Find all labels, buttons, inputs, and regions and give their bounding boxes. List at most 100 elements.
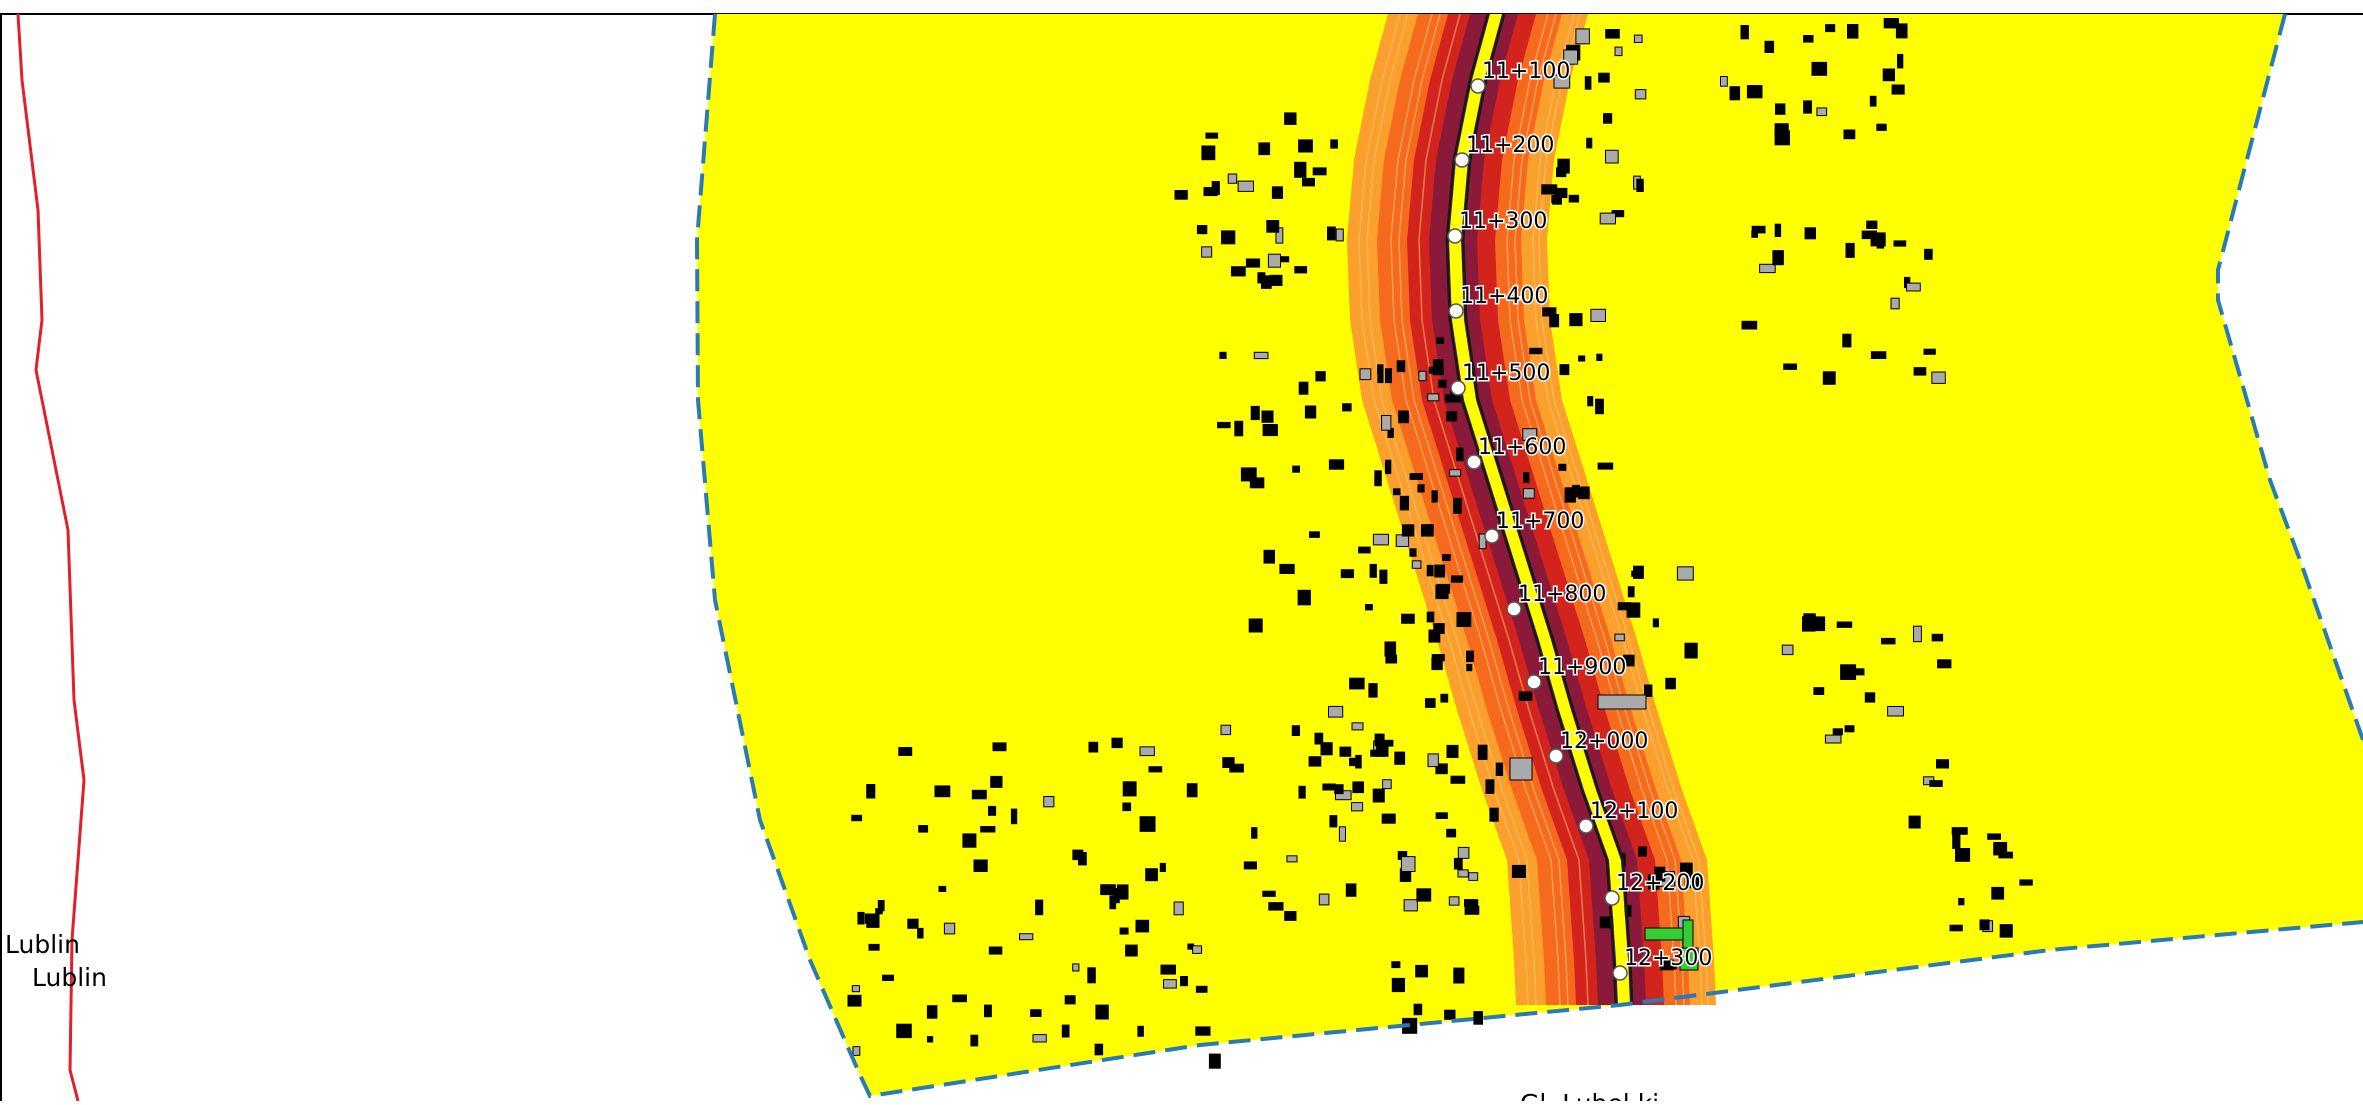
building [1377,364,1384,375]
building [1466,663,1473,672]
bottom-road-label: Gl. Lubel ki [1520,1089,1659,1101]
building [1631,570,1643,577]
building [1351,722,1364,731]
building [1250,405,1260,421]
building [1759,263,1776,274]
road-surface [1449,14,1630,1005]
building [1882,68,1895,82]
building [1605,29,1620,39]
building [1231,266,1246,277]
building [1647,874,1660,890]
building [1578,486,1590,500]
road-edge-right [1461,13,1634,1006]
building [1937,659,1952,669]
building [1263,549,1275,564]
building [1160,964,1176,975]
building [1385,368,1392,384]
building [1298,139,1313,153]
building [1397,851,1408,860]
building [1991,886,2005,900]
building [1335,228,1344,242]
building [851,814,863,822]
building [1563,49,1579,65]
building [1679,947,1699,971]
building [1870,351,1887,359]
building [1802,616,1816,632]
building [1881,637,1896,645]
building [1201,145,1216,161]
building [1297,589,1311,606]
building [1409,473,1423,480]
building [1891,84,1905,95]
building [1840,664,1857,680]
chainage-marker [1466,454,1482,470]
building [1374,470,1382,487]
building [1349,757,1356,767]
building [926,1005,938,1019]
building [1575,28,1590,45]
building [1431,657,1443,671]
building [1523,472,1530,484]
building [1522,488,1535,499]
chainage-label: 12+300 [1624,946,1712,971]
building [1448,896,1460,906]
chainage-label: 11+100 [1482,59,1570,84]
building [1931,633,1944,642]
building [1605,149,1619,164]
building [1315,371,1326,382]
building [1578,355,1586,362]
building [1473,1011,1483,1025]
building [1595,398,1604,415]
building [1949,924,1963,932]
building [864,913,877,924]
building [1590,308,1607,322]
building [1843,129,1856,140]
building [1112,888,1120,904]
building [1418,370,1427,382]
building [1421,524,1434,537]
building [1564,487,1576,503]
building [1010,808,1018,825]
building [1294,161,1307,178]
building [1258,142,1271,156]
building [1088,741,1099,753]
noise-contour-line [1390,13,1561,1006]
building [866,784,876,799]
chainage-markers: 11+100 11+200 11+300 11+400 11+500 11+600 11+7… [1447,58,1714,981]
chainage-marker [1604,890,1620,906]
building [1457,869,1469,878]
noise-contour-line [1358,13,1529,1006]
building [1908,815,1921,829]
building [1468,872,1479,881]
noise-contour-line [1418,13,1589,1006]
building [1485,779,1495,794]
chainage-label: 11+900 [1538,655,1626,680]
building [1257,272,1266,284]
noise-contour-line [1398,13,1569,1006]
building [1740,25,1749,40]
building [1381,813,1396,824]
chainage-label: 11+800 [1518,582,1606,607]
building [1444,394,1456,403]
building [1553,74,1571,89]
chainage-marker [1526,674,1542,690]
building [1866,220,1878,229]
building [1453,497,1462,514]
building [1384,641,1397,657]
building [1279,563,1295,574]
building [1043,796,1055,808]
building [1280,256,1290,263]
chainage-marker [1447,228,1463,244]
building [1237,180,1254,192]
building [1135,919,1150,933]
building [1987,833,2001,840]
building [1427,393,1440,402]
building [1064,995,1076,1005]
building [1729,86,1741,101]
building [1775,103,1786,115]
building [1309,531,1320,538]
building [1804,227,1816,240]
building [1495,762,1504,776]
